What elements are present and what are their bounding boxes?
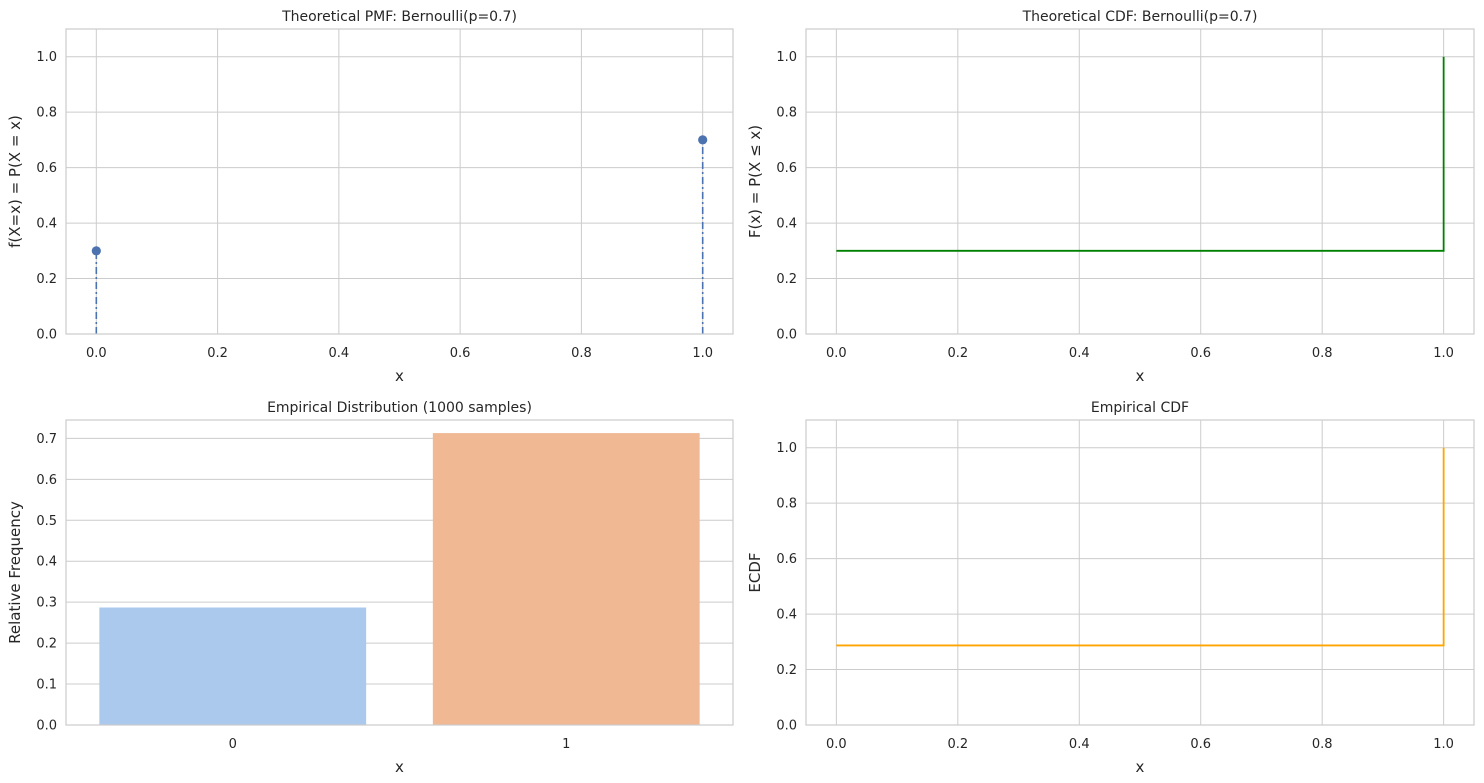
x-axis-label: x (395, 367, 404, 385)
x-tick-label: 0.6 (1190, 346, 1211, 361)
y-tick-label: 0.4 (36, 555, 57, 570)
y-axis-label: ECDF (746, 552, 764, 592)
y-tick-label: 0.0 (36, 719, 57, 734)
y-tick-label: 1.0 (776, 50, 797, 65)
x-axis-label: x (1136, 367, 1145, 385)
y-tick-label: 0.2 (36, 272, 57, 287)
y-axis-label: Relative Frequency (6, 501, 24, 644)
y-tick-label: 0.0 (36, 328, 57, 343)
x-tick-label: 1.0 (692, 346, 713, 361)
y-tick-label: 0.1 (36, 678, 57, 693)
y-tick-label: 0.3 (36, 596, 57, 611)
bar (432, 433, 700, 725)
plot-frame (805, 419, 1475, 726)
y-tick-label: 0.6 (776, 552, 797, 567)
x-tick-label: 0.6 (450, 346, 471, 361)
x-tick-label: 1.0 (1433, 737, 1454, 752)
x-tick-label: 0.2 (207, 346, 228, 361)
chart-title: Empirical Distribution (1000 samples) (267, 400, 532, 416)
x-tick-label: 0.4 (1069, 737, 1090, 752)
x-tick-label: 0.0 (86, 346, 107, 361)
x-axis-label: x (395, 758, 404, 776)
x-tick-label: 1.0 (1433, 346, 1454, 361)
y-axis-label: f(X=x) = P(X = x) (6, 115, 24, 248)
plot-frame (65, 419, 734, 726)
y-tick-label: 0.0 (776, 719, 797, 734)
x-axis-label: x (1136, 758, 1145, 776)
x-tick-label: 0.4 (329, 346, 350, 361)
y-tick-label: 1.0 (776, 441, 797, 456)
y-tick-label: 0.8 (776, 106, 797, 121)
y-tick-label: 0.2 (776, 272, 797, 287)
y-tick-label: 0.6 (36, 161, 57, 176)
y-tick-label: 0.8 (36, 106, 57, 121)
empirical-distribution-panel: 0.0 0.1 0.2 0.3 0.4 0.5 0.6 0.7 0 1 Empirical Dis… (6, 400, 734, 776)
x-tick-label: 0.0 (826, 346, 847, 361)
y-tick-label: 0.0 (776, 328, 797, 343)
x-tick-label: 0 (229, 737, 237, 752)
stem-marker (91, 246, 101, 256)
cdf-line (836, 56, 1445, 252)
x-tick-label: 0.2 (947, 737, 968, 752)
y-axis-label: F(x) = P(X ≤ x) (746, 125, 764, 238)
y-tick-label: 0.6 (776, 161, 797, 176)
y-tick-label: 0.4 (36, 217, 57, 232)
cdf-panel: 0.0 0.2 0.4 0.6 0.8 1.0 0.0 0.2 0.4 0.6 0.8 1.0 The… (746, 9, 1475, 385)
bar (99, 607, 367, 725)
y-tick-label: 0.4 (776, 608, 797, 623)
y-tick-label: 0.5 (36, 514, 57, 529)
x-tick-label: 0.6 (1190, 737, 1211, 752)
y-tick-label: 1.0 (36, 50, 57, 65)
y-tick-label: 0.6 (36, 473, 57, 488)
chart-title: Theoretical PMF: Bernoulli(p=0.7) (281, 9, 517, 25)
y-tick-label: 0.7 (36, 432, 57, 447)
ecdf-panel: 0.0 0.2 0.4 0.6 0.8 1.0 0.0 0.2 0.4 0.6 0.8 1.0 Emp… (746, 400, 1475, 776)
x-tick-label: 0.8 (1312, 737, 1333, 752)
y-tick-label: 0.4 (776, 217, 797, 232)
x-tick-label: 0.0 (826, 737, 847, 752)
plot-frame (805, 28, 1475, 335)
plot-frame (65, 28, 734, 335)
pmf-panel: 0.0 0.2 0.4 0.6 0.8 1.0 0.0 0.2 0.4 0.6 0.8 1.0 The… (6, 9, 734, 385)
y-tick-label: 0.2 (776, 663, 797, 678)
x-tick-label: 1 (562, 737, 570, 752)
chart-title: Theoretical CDF: Bernoulli(p=0.7) (1022, 9, 1258, 25)
x-tick-label: 0.4 (1069, 346, 1090, 361)
x-tick-label: 0.8 (571, 346, 592, 361)
chart-title: Empirical CDF (1091, 400, 1189, 416)
cdf-line (836, 447, 1445, 647)
x-tick-label: 0.8 (1312, 346, 1333, 361)
y-tick-label: 0.2 (36, 637, 57, 652)
x-tick-label: 0.2 (947, 346, 968, 361)
y-tick-label: 0.8 (776, 497, 797, 512)
stem-marker (698, 135, 708, 145)
